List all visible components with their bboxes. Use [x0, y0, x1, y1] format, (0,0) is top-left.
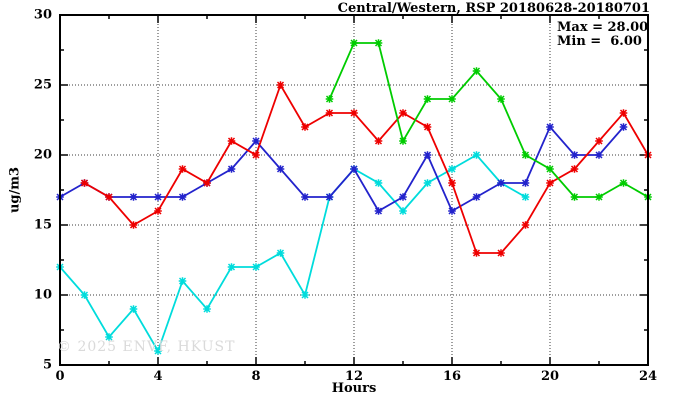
watermark: © 2025 ENVF, HKUST [57, 339, 236, 355]
plot-border [59, 14, 649, 366]
max-min-annotation: Max = 28.00 Min = 6.00 [557, 21, 648, 49]
series-red-markers [80, 81, 652, 257]
x-tick-label: 24 [638, 369, 658, 384]
series-green-line [328, 42, 649, 198]
y-tick-label: 20 [33, 147, 52, 163]
chart-title: Central/Western, RSP 20180628-20180701 [337, 1, 650, 16]
x-tick-label: 12 [344, 369, 364, 384]
max-value-label: Max = 28.00 [557, 20, 649, 35]
y-tick-label: 10 [33, 287, 52, 303]
x-tick-label: 20 [540, 369, 560, 384]
x-tick-label: 0 [55, 369, 65, 384]
min-value-label: Min = 6.00 [557, 34, 642, 49]
x-axis-title: Hours [331, 381, 377, 396]
y-tick-label: 5 [42, 357, 52, 373]
series-blue-line [59, 125, 625, 213]
y-tick-label: 15 [33, 217, 52, 233]
x-tick-label: 16 [442, 369, 462, 384]
series-blue-markers [56, 123, 628, 215]
y-tick-label: 30 [33, 7, 52, 23]
series-green-markers [325, 39, 652, 201]
series-red-line [84, 82, 649, 254]
series-cyan-line [59, 153, 526, 354]
y-axis-title: ug/m3 [7, 166, 23, 214]
y-tick-label: 25 [33, 77, 52, 93]
x-tick-label: 8 [251, 369, 261, 384]
x-tick-label: 4 [153, 369, 163, 384]
